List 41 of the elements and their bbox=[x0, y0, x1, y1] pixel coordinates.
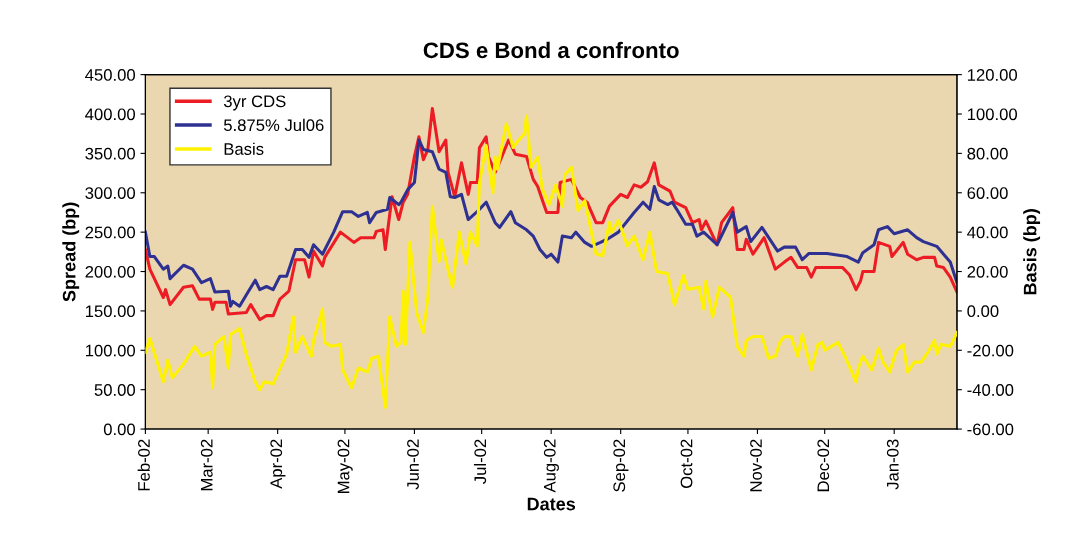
y2-tick-label: 120.00 bbox=[967, 69, 1018, 81]
chart-title: CDS e Bond a confronto bbox=[423, 41, 679, 59]
x-tick-label: Dec-02 bbox=[817, 439, 830, 492]
y-tick-label: 200.00 bbox=[85, 265, 136, 278]
y2-tick-label: 20.00 bbox=[967, 265, 1008, 278]
y-tick-label: 300.00 bbox=[85, 187, 136, 199]
y-tick-label: 0.00 bbox=[103, 423, 136, 436]
x-tick-label: Jan-03 bbox=[886, 439, 899, 490]
x-tick-label: Aug-02 bbox=[543, 439, 559, 493]
y-tick-label: 100.00 bbox=[85, 344, 136, 357]
y2-tick-label: 40.00 bbox=[967, 226, 1008, 239]
legend-label: 5.875% Jul06 bbox=[223, 118, 324, 132]
y2-tick-label: 80.00 bbox=[967, 147, 1008, 160]
x-tick-label: Mar-02 bbox=[200, 439, 213, 491]
y2-axis-title: Basis (bp) bbox=[1023, 209, 1041, 295]
line-series bbox=[145, 114, 957, 409]
y-tick-label: 250.00 bbox=[85, 226, 136, 239]
x-tick-label: Nov-02 bbox=[750, 439, 762, 492]
y2-tick-label: 60.00 bbox=[967, 187, 1008, 199]
x-tick-label: May-02 bbox=[337, 439, 353, 493]
y-axis-title: Spread (bp) bbox=[62, 202, 80, 302]
x-tick-label: Apr-02 bbox=[270, 439, 286, 489]
x-tick-label: Jul-02 bbox=[473, 439, 487, 484]
x-tick-label: Sep-02 bbox=[613, 439, 629, 492]
y2-tick-label: -20.00 bbox=[967, 344, 1014, 357]
y-tick-label: 400.00 bbox=[85, 108, 136, 121]
y2-tick-label: -40.00 bbox=[967, 384, 1014, 396]
y-tick-label: 350.00 bbox=[85, 147, 136, 160]
y-tick-label: 450.00 bbox=[85, 69, 136, 81]
line-series bbox=[145, 138, 957, 308]
x-tick-label: Oct-02 bbox=[680, 439, 693, 489]
x-tick-label: Jun-02 bbox=[407, 439, 419, 490]
legend-label: Basis bbox=[224, 142, 264, 155]
x-axis-title: Dates bbox=[527, 497, 576, 511]
y2-tick-label: 100.00 bbox=[967, 108, 1018, 121]
x-tick-label: Feb-02 bbox=[137, 439, 150, 491]
legend-label: 3yr CDS bbox=[223, 95, 286, 111]
y2-tick-label: 0.00 bbox=[967, 305, 999, 318]
y-tick-label: 50.00 bbox=[94, 384, 136, 396]
y-tick-label: 150.00 bbox=[85, 305, 136, 318]
y2-tick-label: -60.00 bbox=[967, 423, 1014, 436]
